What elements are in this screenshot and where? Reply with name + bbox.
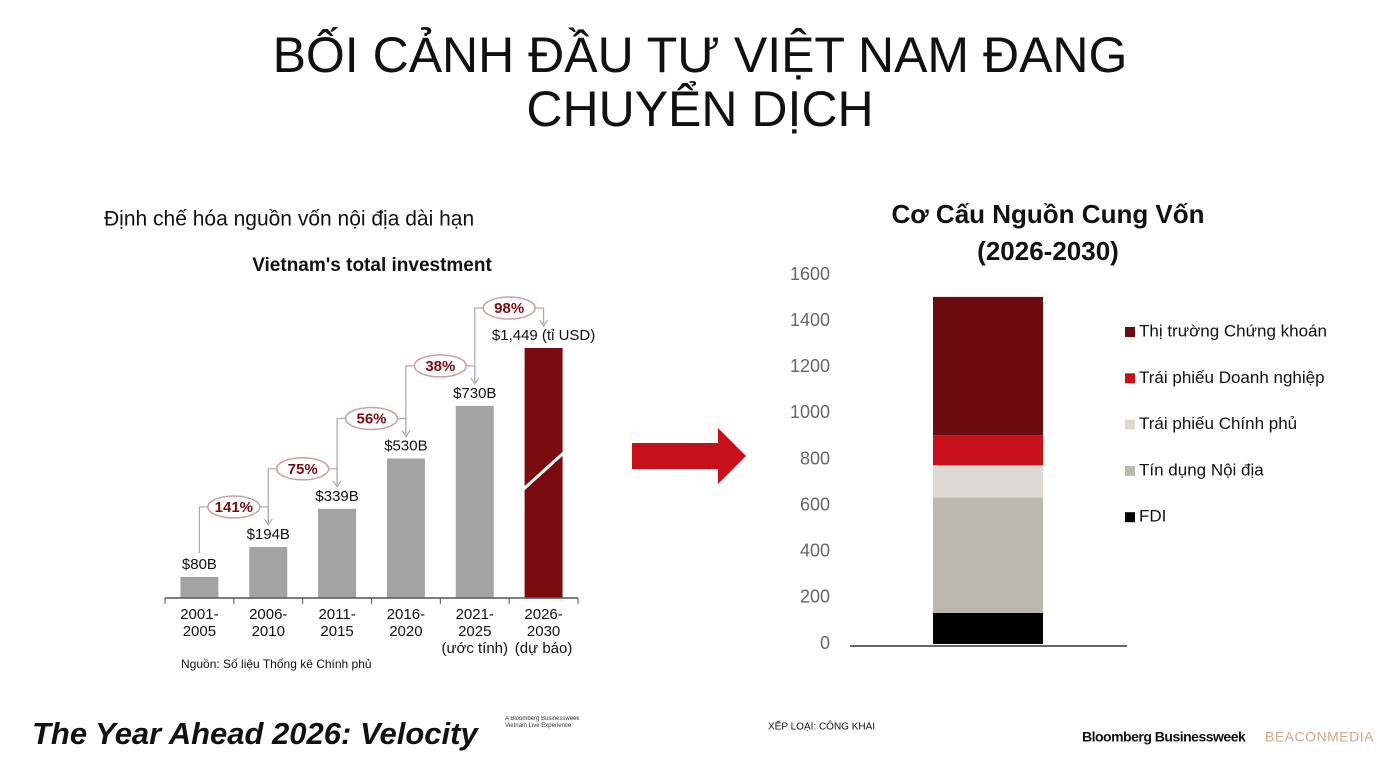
bar	[455, 405, 494, 598]
legend-swatch	[1125, 465, 1135, 476]
legend-swatch	[1125, 512, 1135, 523]
value-label: $1,449 (tỉ USD)	[492, 327, 595, 344]
x-tick-label: 2026- 2030 (dự báo)	[514, 606, 573, 657]
axis-break	[521, 450, 566, 492]
bar-segment	[933, 612, 1043, 644]
legend-label: Trái phiếu Chính phủ	[1139, 414, 1297, 433]
slide-title: BỐI CẢNH ĐẦU TƯ VIỆT NAM ĐANG CHUYỂN DỊC…	[272, 27, 1128, 137]
legend-label: FDI	[1139, 507, 1166, 526]
bar	[180, 576, 219, 598]
y-tick-label: 400	[800, 541, 830, 561]
left-heading: Định chế hóa nguồn vốn nội địa dài hạn	[104, 208, 474, 231]
growth-arrowhead	[263, 518, 273, 527]
y-tick-label: 1200	[790, 356, 830, 376]
legend-swatch	[1125, 327, 1135, 337]
value-label: $339B	[315, 488, 358, 505]
growth-bubble	[413, 354, 468, 378]
x-tick-label: 2016- 2020	[386, 606, 426, 640]
bar-segment	[933, 465, 1043, 498]
y-tick-label: 600	[800, 494, 830, 514]
classification: XẾP LOẠI: CÔNG KHAI	[768, 720, 875, 733]
growth-label: 56%	[356, 410, 386, 427]
growth-label: 75%	[288, 461, 318, 478]
legend-swatch	[1125, 373, 1135, 384]
x-tick-label: 2006- 2010	[249, 606, 288, 640]
bar	[386, 458, 425, 598]
event-title: The Year Ahead 2026: Velocity	[32, 716, 479, 751]
x-tick-label-box: 2016- 2020	[386, 606, 426, 640]
source-note: Nguồn: Số liệu Thống kê Chính phủ	[181, 657, 372, 671]
growth-bubble	[207, 495, 261, 519]
growth-label: 141%	[215, 499, 253, 516]
growth-bubble	[482, 296, 536, 320]
growth-arrowhead	[401, 430, 411, 438]
bar-segment	[933, 497, 1043, 613]
bar	[249, 546, 288, 598]
y-tick-label: 1000	[790, 402, 830, 422]
value-label: $80B	[182, 556, 217, 573]
bar-segment	[933, 435, 1043, 466]
brand: Bloomberg Businessweek	[1082, 729, 1246, 745]
growth-arrowhead	[332, 480, 342, 488]
growth-bubble	[275, 457, 330, 481]
growth-label: 98%	[494, 300, 524, 317]
legend-swatch	[1125, 419, 1135, 430]
legend-label: Tín dụng Nội địa	[1139, 460, 1264, 479]
partner: BEACONMEDIA	[1265, 729, 1374, 745]
legend-label: Trái phiếu Doanh nghiệp	[1139, 368, 1325, 387]
x-tick-label-box: 2026- 2030 (dự báo)	[514, 606, 573, 657]
y-tick-label: 800	[800, 448, 830, 468]
value-label: $530B	[384, 437, 427, 454]
x-tick-label-box: 2001- 2005	[180, 606, 219, 640]
legend-label: Thị trường Chứng khoán	[1139, 321, 1327, 340]
value-label: $730B	[453, 385, 496, 402]
chart-title: Cơ Cấu Nguồn Cung Vốn (2026-2030)	[891, 199, 1205, 266]
x-tick-label: 2011- 2015	[318, 606, 356, 640]
y-tick-label: 0	[820, 633, 830, 653]
growth-arrowhead	[470, 377, 480, 385]
x-tick-label-box: 2011- 2015	[318, 606, 356, 640]
x-tick-label: 2001- 2005	[180, 606, 219, 640]
y-tick-label: 200	[800, 587, 830, 607]
value-label: $194B	[247, 526, 290, 543]
event-note: A Bloomberg Businessweek Vietnam Live Ex…	[505, 716, 580, 729]
y-tick-label: 1400	[790, 310, 830, 330]
bar	[318, 508, 357, 598]
bar-segment	[933, 296, 1043, 436]
growth-label: 38%	[425, 358, 455, 375]
x-tick-label-box: 2021- 2025 (ước tính)	[441, 606, 509, 657]
y-tick-label: 1600	[790, 264, 830, 284]
event-note-box: A Bloomberg Businessweek Vietnam Live Ex…	[505, 716, 580, 729]
growth-arrowhead	[539, 319, 549, 328]
growth-bubble	[344, 406, 399, 431]
x-tick-label: 2021- 2025 (ước tính)	[441, 606, 509, 657]
chart-title: Vietnam's total investment	[252, 255, 492, 276]
chart-title-box: Cơ Cấu Nguồn Cung Vốn (2026-2030)	[891, 199, 1205, 266]
x-tick-label-box: 2006- 2010	[249, 606, 288, 640]
arrow	[632, 428, 746, 484]
